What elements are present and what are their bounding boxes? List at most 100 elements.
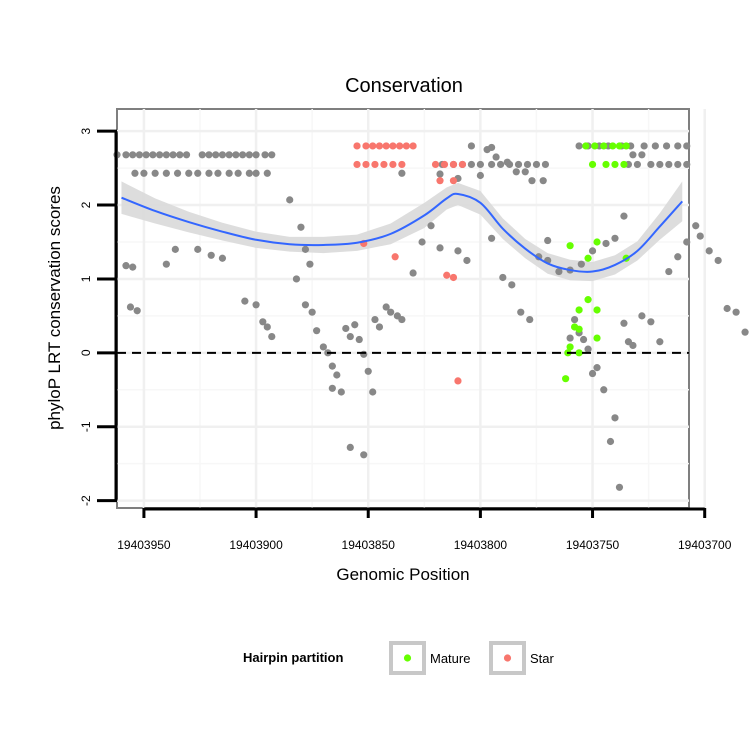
- point-star: [362, 142, 370, 150]
- point-other: [521, 168, 529, 176]
- point-other: [492, 153, 500, 161]
- point-other: [308, 308, 316, 316]
- point-other: [328, 362, 336, 370]
- legend-item-mature: Mature: [389, 641, 470, 675]
- point-mature: [593, 334, 601, 342]
- point-other: [122, 262, 130, 270]
- point-other: [225, 151, 233, 159]
- point-other: [252, 169, 260, 177]
- point-other: [142, 151, 150, 159]
- legend-title: Hairpin partition: [243, 650, 343, 665]
- point-other: [629, 151, 637, 159]
- point-other: [638, 312, 646, 320]
- x-axis: 19403950 19403900 19403850 19403800 19403750…: [117, 507, 732, 552]
- point-other: [171, 245, 179, 253]
- y-tick-label: -1: [79, 421, 93, 432]
- point-other: [149, 151, 157, 159]
- legend-dot-star: [503, 654, 512, 662]
- point-other: [176, 151, 184, 159]
- point-other: [427, 222, 435, 230]
- point-other: [245, 151, 253, 159]
- point-other: [218, 151, 227, 159]
- point-other: [633, 160, 642, 169]
- point-other: [337, 388, 345, 396]
- point-other: [656, 160, 664, 169]
- point-other: [173, 169, 182, 177]
- point-mature: [588, 160, 597, 169]
- point-other: [360, 451, 368, 459]
- point-mature: [566, 242, 574, 250]
- x-tick-label: 19403700: [678, 538, 732, 552]
- point-other: [328, 384, 336, 392]
- point-star: [353, 160, 361, 169]
- point-other: [263, 169, 271, 177]
- point-other: [140, 169, 148, 177]
- point-other: [245, 169, 253, 177]
- point-other: [526, 315, 534, 324]
- point-star: [398, 160, 406, 169]
- point-other: [185, 169, 193, 177]
- point-mature: [575, 325, 583, 333]
- point-other: [640, 142, 648, 150]
- legend-item-star: Star: [489, 641, 555, 675]
- point-other: [620, 212, 628, 220]
- point-other: [575, 142, 583, 150]
- point-other: [355, 335, 363, 344]
- point-other: [683, 142, 691, 150]
- point-other: [371, 315, 379, 324]
- point-mature: [584, 296, 592, 304]
- point-other: [541, 160, 550, 169]
- point-other: [409, 269, 417, 277]
- point-other: [346, 443, 354, 452]
- point-other: [454, 247, 462, 255]
- point-other: [194, 245, 202, 253]
- point-other: [286, 196, 294, 204]
- point-star: [396, 142, 404, 150]
- point-other: [476, 171, 484, 180]
- point-star: [389, 142, 397, 150]
- point-mature: [615, 142, 624, 150]
- chart-title: Conservation: [345, 75, 463, 97]
- point-other: [566, 334, 574, 342]
- point-other: [705, 247, 713, 255]
- point-other: [732, 308, 740, 316]
- point-star: [380, 160, 388, 169]
- point-other: [741, 328, 749, 336]
- point-other: [194, 169, 202, 177]
- point-other: [360, 350, 368, 358]
- loess-line: [121, 192, 684, 273]
- point-mature: [602, 160, 610, 169]
- point-other: [602, 239, 610, 248]
- point-star: [402, 142, 410, 150]
- point-other: [156, 151, 164, 159]
- point-other: [571, 315, 579, 324]
- point-mature: [593, 306, 601, 314]
- point-other: [198, 151, 206, 159]
- point-mature: [593, 238, 601, 246]
- point-other: [398, 169, 406, 177]
- point-other: [297, 223, 305, 231]
- point-other: [517, 308, 525, 316]
- point-other: [268, 332, 276, 341]
- point-other: [584, 345, 592, 353]
- point-star: [391, 253, 399, 261]
- point-other: [600, 386, 608, 394]
- point-other: [151, 169, 159, 177]
- point-other: [674, 160, 682, 169]
- point-other: [252, 151, 260, 159]
- point-star: [353, 142, 361, 150]
- point-star: [431, 160, 440, 169]
- point-other: [651, 142, 659, 150]
- x-tick-label: 19403750: [566, 538, 620, 552]
- point-other: [647, 318, 655, 326]
- point-other: [512, 168, 520, 176]
- point-other: [319, 343, 327, 351]
- point-other: [268, 151, 276, 159]
- point-other: [398, 315, 406, 324]
- point-other: [375, 323, 384, 331]
- point-other: [692, 222, 700, 230]
- point-other: [301, 245, 310, 253]
- legend-label-star: Star: [530, 651, 555, 666]
- point-other: [499, 273, 507, 282]
